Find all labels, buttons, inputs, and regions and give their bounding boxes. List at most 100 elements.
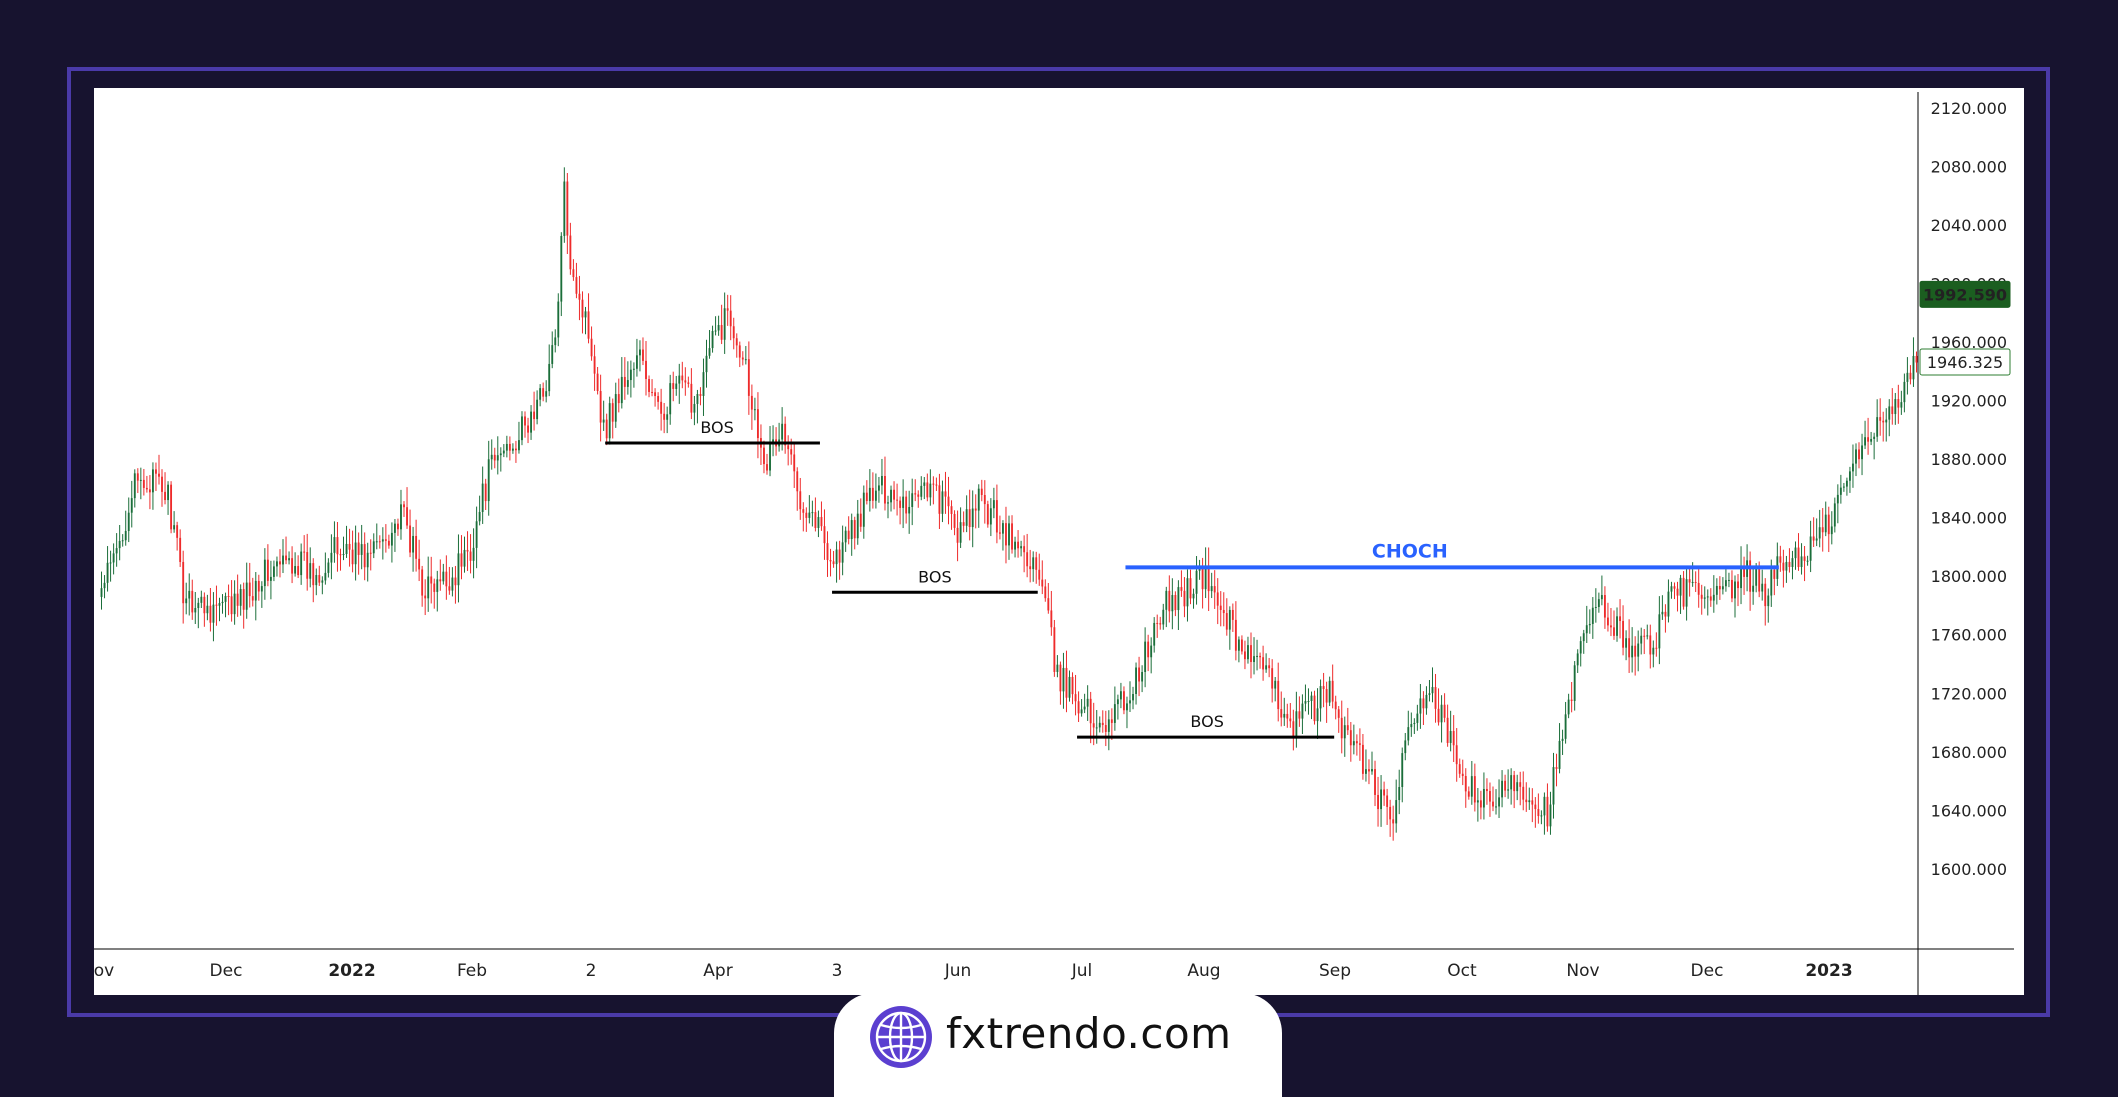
candle-body <box>1888 406 1891 420</box>
candle-body <box>1791 558 1794 567</box>
candle-body <box>1035 557 1038 570</box>
candle-body <box>1827 514 1830 535</box>
candle-body <box>167 484 169 501</box>
candle-body <box>1262 657 1265 670</box>
candle-body <box>288 558 290 561</box>
candle-body <box>923 482 926 486</box>
candle-body <box>1818 527 1821 539</box>
candle-body <box>1546 796 1549 827</box>
candle-body <box>282 555 284 565</box>
candle-body <box>351 549 354 565</box>
candle-body <box>841 542 844 563</box>
candle-body <box>1610 625 1612 628</box>
candle-body <box>542 388 545 397</box>
candle-body <box>1431 687 1434 694</box>
candle-body <box>1673 586 1676 589</box>
candle-body <box>732 326 735 339</box>
candle-body <box>200 596 203 603</box>
candle-body <box>811 512 814 514</box>
candle-body <box>545 391 548 397</box>
candle-body <box>536 399 539 420</box>
candle-body <box>714 330 717 332</box>
candle-body <box>478 511 481 522</box>
candle-body <box>460 553 463 567</box>
candle-body <box>1830 526 1833 535</box>
candle-body <box>1476 800 1479 803</box>
candlestick-chart[interactable]: BOS BOS BOS CHOCH 2120.000 2080.000 2040.000 20… <box>94 88 2024 995</box>
candle-body <box>1053 627 1056 672</box>
candle-body <box>938 485 941 514</box>
candle-body <box>974 508 977 511</box>
y-tick-label: 1960.000 <box>1931 333 2007 352</box>
candle-body <box>554 337 557 346</box>
candle-body <box>877 485 880 491</box>
candle-body <box>1885 419 1888 423</box>
y-tick-label: 1880.000 <box>1931 450 2007 469</box>
candle-body <box>572 269 575 278</box>
candle-body <box>496 455 499 461</box>
candle-body <box>1600 595 1603 600</box>
candle-body <box>1613 627 1615 636</box>
candle-body <box>508 443 511 451</box>
candle-body <box>744 359 747 361</box>
candle-body <box>729 310 732 327</box>
candle-body <box>1852 463 1854 472</box>
candle-body <box>1667 591 1670 617</box>
candle-body <box>1265 665 1268 670</box>
candle-body <box>1588 623 1591 626</box>
candle-body <box>1050 610 1053 628</box>
candle-body <box>587 311 590 339</box>
candle-body <box>902 496 905 508</box>
candle-body <box>944 491 947 497</box>
candle-body <box>254 580 257 601</box>
candle-body <box>303 551 306 553</box>
candle-body <box>1724 580 1727 587</box>
candle-body <box>1337 709 1340 718</box>
candle-body <box>315 575 318 586</box>
plot-background <box>94 88 2024 995</box>
candle-body <box>1331 680 1334 702</box>
candle-body <box>384 539 387 541</box>
candle-body <box>890 489 892 503</box>
candle-body <box>1452 731 1455 746</box>
candle-body <box>1637 643 1640 657</box>
candle-body <box>1700 594 1703 599</box>
candle-body <box>1585 625 1588 634</box>
candle-body <box>1401 753 1404 788</box>
candle-body <box>1153 622 1156 646</box>
candle-body <box>466 549 469 552</box>
candle-body <box>1661 611 1664 615</box>
candle-body <box>505 443 508 451</box>
candle-body <box>590 338 593 357</box>
candle-body <box>1900 402 1903 408</box>
candle-body <box>242 589 245 610</box>
price-label-box <box>1919 348 2011 376</box>
candle-body <box>427 576 430 599</box>
brand-name: fxtrendo.com <box>946 1009 1232 1058</box>
candle-body <box>1044 586 1047 599</box>
candle-body <box>829 559 832 562</box>
candle-body <box>1513 775 1516 792</box>
candle-body <box>1591 607 1594 624</box>
candle-body <box>1498 797 1500 807</box>
candle-body <box>1688 579 1691 583</box>
candle-body <box>735 338 738 346</box>
candle-body <box>133 473 136 499</box>
candle-body <box>1368 769 1370 772</box>
candle-body <box>1543 796 1546 816</box>
x-tick-label: Jul <box>1071 961 1093 981</box>
candle-body <box>1728 579 1730 581</box>
candle-body <box>959 522 962 543</box>
candle-body <box>557 301 560 338</box>
candle-body <box>995 500 998 533</box>
y-tick-label: 1840.000 <box>1931 509 2007 528</box>
candle-body <box>1374 769 1376 795</box>
candle-body <box>1086 698 1089 707</box>
x-tick-label: Nov <box>1566 961 1599 981</box>
candle-body <box>1174 595 1177 611</box>
candle-body <box>197 602 200 609</box>
candle-body <box>1755 569 1758 586</box>
candle-body <box>279 561 281 565</box>
y-tick-label: 2080.000 <box>1931 157 2007 176</box>
candle-body <box>608 403 611 439</box>
